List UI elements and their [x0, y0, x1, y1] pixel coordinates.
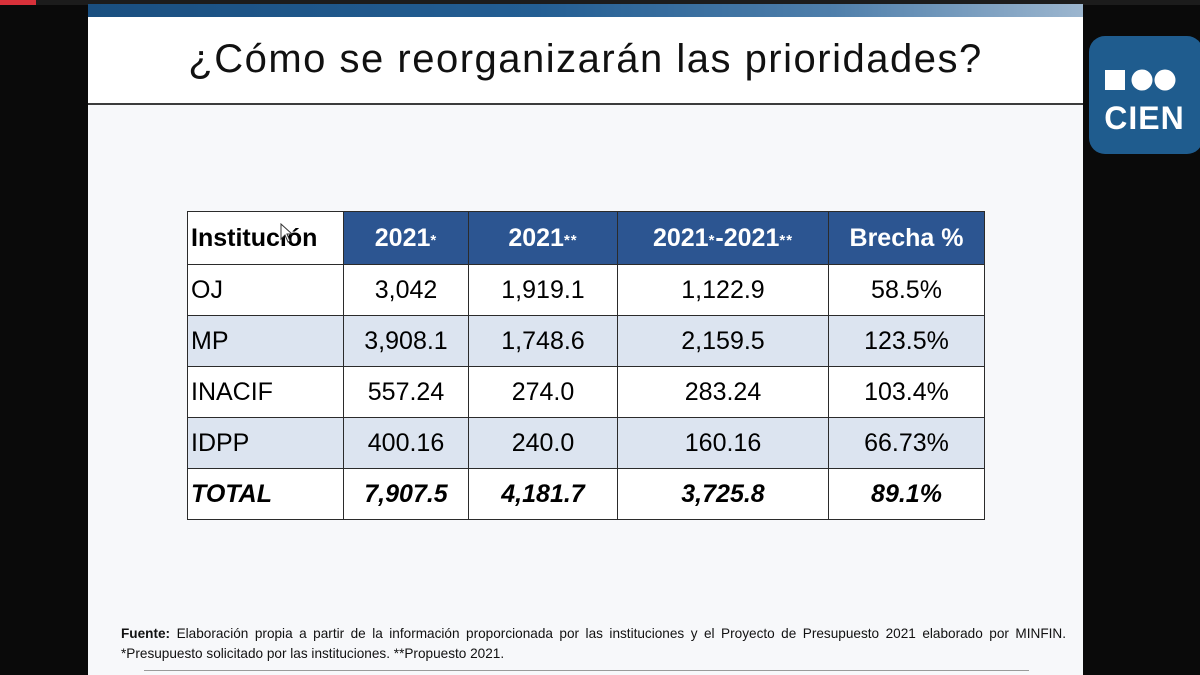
cell-solicitado: 400.16: [343, 417, 469, 469]
table-row: INACIF 557.24 274.0 283.24 103.4%: [187, 366, 985, 418]
cell-institucion: IDPP: [187, 417, 344, 469]
cell-propuesto: 274.0: [468, 366, 618, 418]
header-diferencia-mark2: **: [779, 231, 794, 249]
header-2021-solicitado-mark: *: [430, 231, 438, 249]
footnote-label: Fuente:: [121, 626, 171, 641]
cell-solicitado: 557.24: [343, 366, 469, 418]
window-top-strip: [0, 0, 1200, 5]
budget-table: Institución 2021* 2021** 2021*-2021** Br…: [187, 211, 985, 520]
page-title: ¿Cómo se reorganizarán las prioridades?: [188, 37, 983, 81]
presentation-slide: ¿Cómo se reorganizarán las prioridades? …: [88, 4, 1083, 675]
header-2021-propuesto-mark: **: [563, 231, 578, 249]
footnote-text: Elaboración propia a partir de la inform…: [121, 626, 1066, 661]
table-row: IDPP 400.16 240.0 160.16 66.73%: [187, 417, 985, 469]
header-institucion: Institución: [187, 211, 344, 265]
slide-header-bar: [88, 4, 1083, 17]
cell-total-solicitado: 7,907.5: [343, 468, 469, 520]
table-row: OJ 3,042 1,919.1 1,122.9 58.5%: [187, 264, 985, 316]
cell-brecha: 123.5%: [828, 315, 985, 367]
cell-solicitado: 3,042: [343, 264, 469, 316]
recording-indicator: [0, 0, 36, 5]
source-footnote: Fuente: Elaboración propia a partir de l…: [121, 624, 1066, 663]
footnote-divider: [144, 670, 1029, 671]
cell-diferencia: 1,122.9: [617, 264, 829, 316]
cell-total-diferencia: 3,725.8: [617, 468, 829, 520]
cell-total-brecha: 89.1%: [828, 468, 985, 520]
header-diferencia-prefix: 2021: [652, 223, 709, 252]
cell-solicitado: 3,908.1: [343, 315, 469, 367]
header-2021-solicitado-label: 2021: [374, 223, 431, 252]
logo-blocks-icon: [1105, 69, 1176, 91]
title-band: ¿Cómo se reorganizarán las prioridades?: [88, 17, 1083, 105]
cell-diferencia: 2,159.5: [617, 315, 829, 367]
header-diferencia-mark1: *: [708, 231, 716, 249]
cell-institucion: INACIF: [187, 366, 344, 418]
cien-logo: CIEN: [1089, 36, 1200, 154]
table-header-row: Institución 2021* 2021** 2021*-2021** Br…: [187, 211, 985, 265]
cell-total-propuesto: 4,181.7: [468, 468, 618, 520]
header-brecha: Brecha %: [828, 211, 985, 265]
cell-brecha: 58.5%: [828, 264, 985, 316]
cell-diferencia: 283.24: [617, 366, 829, 418]
cell-institucion: MP: [187, 315, 344, 367]
cell-institucion: OJ: [187, 264, 344, 316]
logo-text: CIEN: [1104, 100, 1185, 136]
cell-brecha: 66.73%: [828, 417, 985, 469]
cell-propuesto: 240.0: [468, 417, 618, 469]
header-diferencia-mid: -2021: [715, 223, 780, 252]
table-row: MP 3,908.1 1,748.6 2,159.5 123.5%: [187, 315, 985, 367]
header-diferencia: 2021*-2021**: [617, 211, 829, 265]
header-2021-solicitado: 2021*: [343, 211, 469, 265]
cell-total-label: TOTAL: [187, 468, 344, 520]
header-2021-propuesto: 2021**: [468, 211, 618, 265]
header-2021-propuesto-label: 2021: [508, 223, 564, 252]
cell-propuesto: 1,748.6: [468, 315, 618, 367]
mouse-pointer-icon: [280, 223, 294, 243]
cell-propuesto: 1,919.1: [468, 264, 618, 316]
table-total-row: TOTAL 7,907.5 4,181.7 3,725.8 89.1%: [187, 468, 985, 520]
cell-diferencia: 160.16: [617, 417, 829, 469]
cell-brecha: 103.4%: [828, 366, 985, 418]
